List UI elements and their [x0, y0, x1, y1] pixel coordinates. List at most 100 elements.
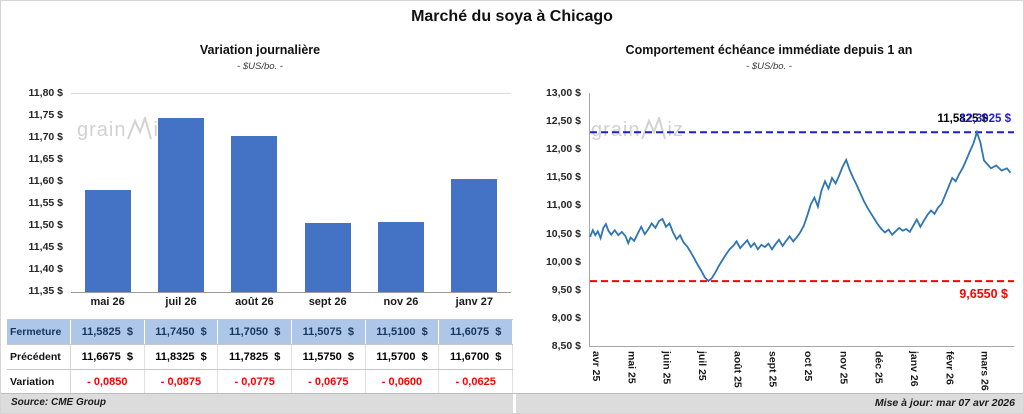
- y-tick-label: 9,50 $: [551, 283, 581, 296]
- x-tick-label: janv 26: [908, 351, 920, 387]
- x-tick-label: déc 25: [872, 351, 885, 384]
- x-tick-label: juil 26: [165, 296, 197, 308]
- updated-label: Mise à jour: mar 07 avr 2026: [874, 397, 1015, 409]
- right-chart-title: Comportement échéance immédiate depuis 1…: [625, 43, 913, 57]
- watermark-text-left: grain: [591, 118, 641, 141]
- bar: [157, 118, 204, 292]
- table-cell: 11,5100 $: [366, 320, 440, 344]
- left-chart-subtitle: - $US/bo. -: [237, 61, 283, 72]
- grainwiz-watermark: grain iz: [591, 117, 684, 143]
- bar-cell: [291, 94, 364, 292]
- table-cell: - 0,0850: [71, 370, 145, 394]
- line-plot: 11,5825 $ 12,3025 $ 9,6550 $: [589, 93, 1014, 347]
- table-cell: - 0,0875: [145, 370, 219, 394]
- right-x-axis: avr 25 mai 25 juin 25 juil 25 août 25 sept 25…: [589, 351, 1013, 395]
- page-title: Marché du soya à Chicago: [411, 8, 613, 25]
- table-cell: 11,5700 $: [366, 345, 440, 369]
- y-tick-label: 10,00 $: [545, 255, 581, 268]
- y-tick-label: 8,50 $: [551, 339, 581, 352]
- watermark-text-right: iz: [667, 118, 684, 141]
- y-tick-label: 11,40 $: [28, 263, 63, 275]
- table-cell: 11,6675 $: [71, 345, 145, 369]
- table-row: Variation - 0,0850- 0,0875- 0,0775- 0,067…: [7, 370, 513, 395]
- table-cell: 11,6075 $: [439, 320, 513, 344]
- left-y-axis: 11,80 $ 11,75 $ 11,70 $ 11,65 $ 11,60 $ 11,55…: [7, 86, 63, 298]
- left-x-axis: mai 26 juil 26 août 26 sept 26 nov 26 janv 27: [71, 296, 511, 316]
- bar-cell: [438, 94, 511, 292]
- table-row-label: Précédent: [7, 345, 71, 369]
- x-tick-label: mai 26: [90, 296, 125, 308]
- zigzag-icon: [641, 117, 667, 140]
- y-tick-label: 11,45 $: [28, 241, 63, 253]
- y-tick-label: 11,65 $: [28, 153, 63, 165]
- x-tick-label: oct 25: [802, 351, 814, 382]
- table-row: Précédent 11,6675 $11,8325 $11,7825 $11,5…: [7, 345, 513, 370]
- x-tick-label: août 25: [731, 351, 744, 388]
- y-tick-label: 11,80 $: [28, 87, 63, 99]
- x-tick-label: janv 27: [455, 296, 493, 308]
- bar-cell: [71, 94, 144, 292]
- y-tick-label: 10,50 $: [545, 227, 581, 240]
- table-cell: - 0,0625: [439, 370, 513, 394]
- table-cell: 11,5075 $: [292, 320, 366, 344]
- bar: [304, 222, 351, 292]
- right-chart-subtitle: - $US/bo. -: [746, 61, 792, 72]
- y-tick-label: 11,35 $: [28, 285, 63, 297]
- x-tick-label: août 26: [235, 296, 274, 308]
- footer-divider: [513, 394, 516, 413]
- table-cell: 11,6700 $: [439, 345, 513, 369]
- low-line-label: 9,6550 $: [959, 287, 1008, 302]
- y-tick-label: 11,60 $: [28, 175, 63, 187]
- table-cell: 11,7050 $: [218, 320, 292, 344]
- table-cell: - 0,0675: [292, 370, 366, 394]
- y-tick-label: 11,70 $: [28, 131, 63, 143]
- table-cell: 11,7450 $: [145, 320, 219, 344]
- x-tick-label: avr 25: [590, 351, 602, 382]
- table-row: Fermeture 11,5825 $11,7450 $11,7050 $11,5…: [7, 320, 513, 345]
- y-tick-label: 9,00 $: [551, 311, 581, 324]
- table-row-label: Variation: [7, 370, 71, 394]
- table-cell: 11,5750 $: [292, 345, 366, 369]
- x-tick-label: juin 25: [660, 351, 673, 385]
- x-tick-label: nov 26: [383, 296, 419, 308]
- y-tick-label: 12,50 $: [545, 115, 581, 128]
- price-line-svg: [589, 129, 1014, 283]
- bar: [377, 221, 424, 292]
- bar-cell: [144, 94, 217, 292]
- zigzag-icon: [127, 117, 153, 140]
- bar: [231, 135, 278, 292]
- quote-table: Fermeture 11,5825 $11,7450 $11,7050 $11,5…: [7, 319, 513, 395]
- y-tick-label: 11,75 $: [28, 109, 63, 121]
- table-cell: - 0,0600: [366, 370, 440, 394]
- bar-cell: [218, 94, 291, 292]
- table-cell: 11,7825 $: [218, 345, 292, 369]
- x-tick-label: juil 25: [696, 351, 708, 381]
- y-tick-label: 11,50 $: [28, 219, 63, 231]
- source-label: Source: CME Group: [11, 397, 107, 408]
- bar-plot: [71, 93, 511, 293]
- x-tick-label: févr 26: [943, 351, 956, 385]
- x-tick-label: mai 25: [625, 351, 638, 384]
- bar: [451, 178, 498, 292]
- y-tick-label: 12,00 $: [545, 143, 581, 156]
- x-tick-label: mars 26: [978, 351, 991, 391]
- footer-bar: Source: CME Group Mise à jour: mar 07 av…: [1, 393, 1023, 413]
- high-line-label: 12,3025 $: [959, 113, 1011, 126]
- y-tick-label: 11,00 $: [546, 199, 581, 212]
- y-tick-label: 11,50 $: [546, 171, 581, 184]
- left-chart-title: Variation journalière: [199, 43, 321, 57]
- x-tick-label: nov 25: [837, 351, 850, 385]
- y-tick-label: 13,00 $: [545, 87, 581, 99]
- bar-cell: [364, 94, 437, 292]
- bar: [84, 189, 131, 292]
- watermark-text-left: grain: [77, 118, 127, 141]
- right-y-axis: 13,00 $ 12,50 $ 12,00 $ 11,50 $ 11,00 $ 10,50…: [525, 86, 581, 353]
- table-cell: - 0,0775: [218, 370, 292, 394]
- y-tick-label: 11,55 $: [28, 197, 63, 209]
- x-tick-label: sept 25: [766, 351, 779, 388]
- table-cell: 11,5825 $: [71, 320, 145, 344]
- x-tick-label: sept 26: [308, 296, 347, 308]
- price-line: [589, 129, 1012, 283]
- last-price-label: 11,5825 $: [937, 113, 988, 126]
